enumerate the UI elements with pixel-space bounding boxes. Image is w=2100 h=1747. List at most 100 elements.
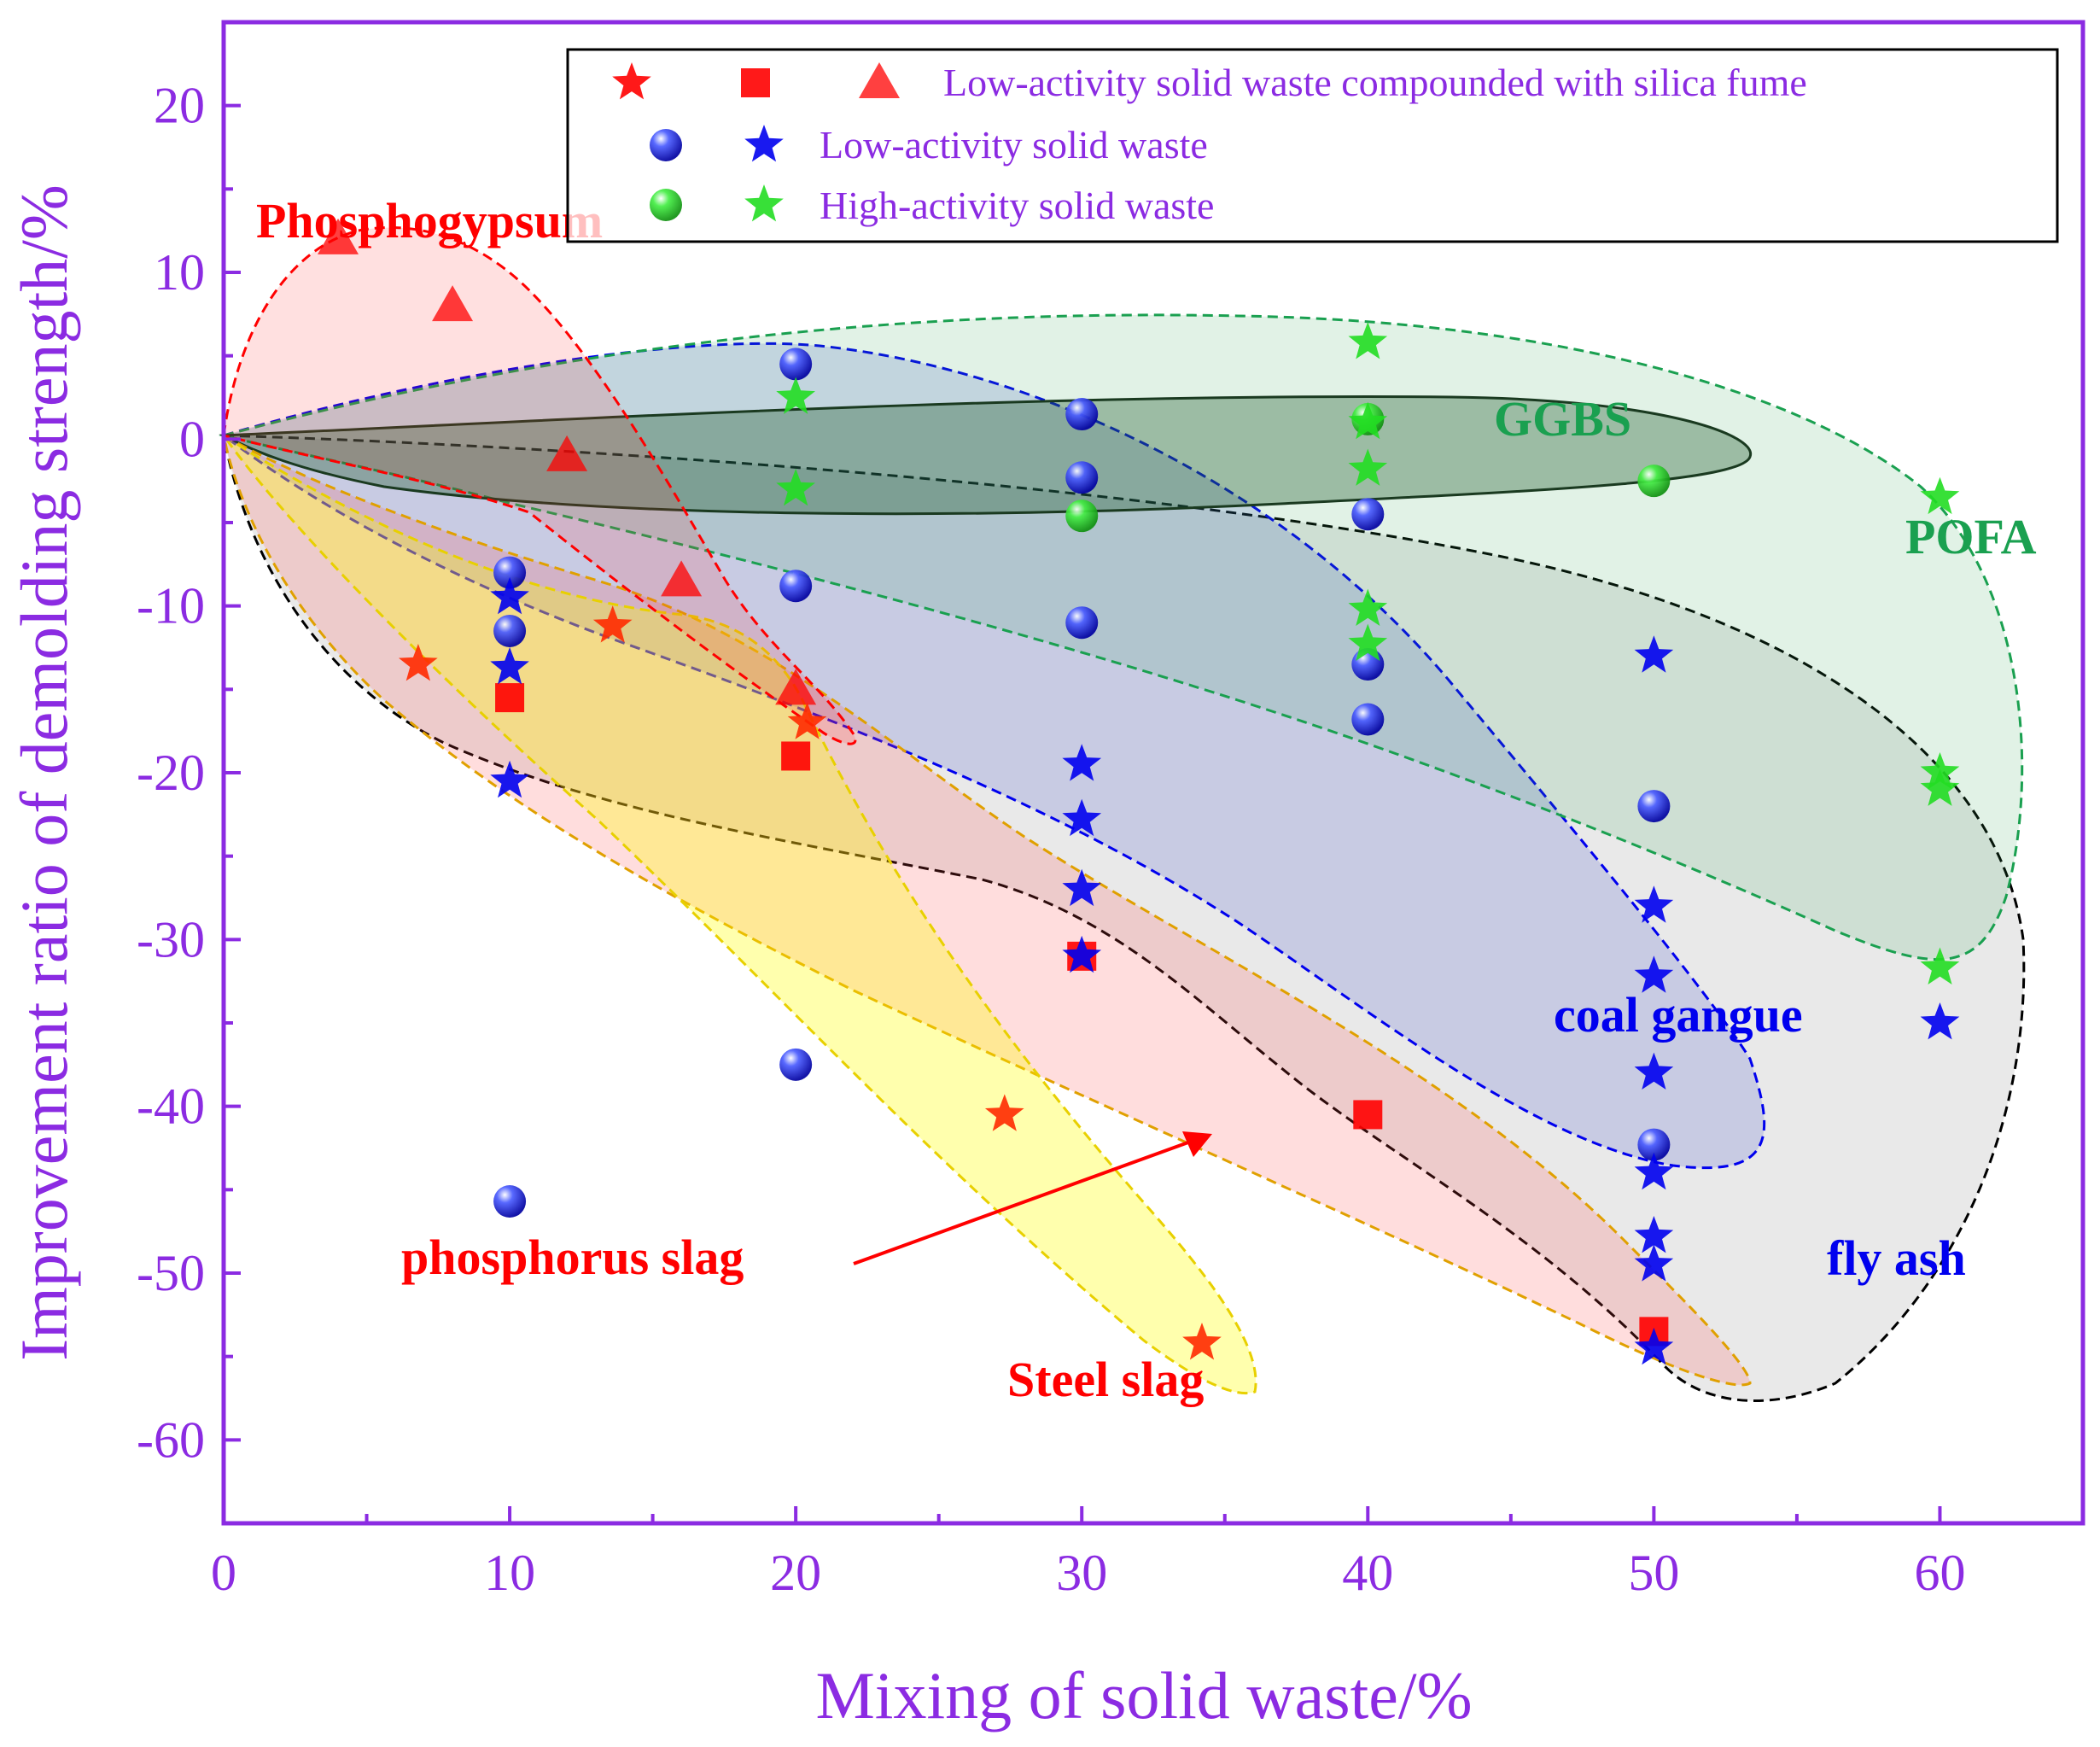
sphere-point	[779, 1048, 813, 1081]
region-steel-slag	[222, 434, 1257, 1394]
y-axis-title: Improvement ratio of demolding strength/…	[7, 184, 81, 1361]
sphere-point	[1351, 648, 1385, 681]
x-tick-label: 0	[211, 1545, 236, 1601]
label-steel-slag: Steel slag	[1007, 1352, 1204, 1407]
x-tick-label: 10	[484, 1545, 535, 1601]
label-pofa: POFA	[1905, 509, 2037, 564]
legend-sphere-marker	[650, 129, 682, 161]
star-point	[1348, 322, 1388, 359]
star-point	[1182, 1323, 1222, 1360]
sphere-point	[493, 556, 527, 589]
triangle-point	[318, 218, 359, 254]
sphere-point	[1065, 606, 1099, 640]
y-tick-label: 20	[154, 78, 205, 134]
sphere-point	[1065, 398, 1099, 431]
star-point	[1634, 1244, 1674, 1282]
legend-label-low-activity: Low-activity solid waste	[820, 123, 1208, 167]
y-tick-label: 0	[179, 411, 205, 467]
sphere-point	[1637, 465, 1671, 498]
region-shapes	[219, 226, 2026, 1402]
star-point	[1348, 448, 1388, 486]
star-point	[1634, 1216, 1674, 1253]
star-point	[490, 646, 529, 685]
triangle-point	[661, 560, 703, 597]
sphere-point	[1065, 500, 1099, 533]
region-fly-ash	[222, 434, 2026, 1402]
sphere-point	[1351, 498, 1385, 531]
x-tick-label: 50	[1628, 1545, 1679, 1601]
x-tick-label: 40	[1342, 1545, 1393, 1601]
x-tick-label: 60	[1914, 1545, 1965, 1601]
legend-star-marker	[612, 62, 651, 100]
legend-markers	[612, 62, 900, 222]
phosphorus-slag-arrow	[853, 1131, 1212, 1265]
star-point	[1634, 955, 1674, 993]
region-coal-gangue	[220, 342, 1766, 1170]
legend: Low-activity solid waste compounded with…	[566, 48, 2059, 243]
sphere-point	[1065, 461, 1099, 494]
star-point	[1634, 1152, 1674, 1190]
square-point	[1353, 1100, 1383, 1130]
y-axis: 20 10 0 -10 -20 -30 -40 -50 -60	[137, 20, 241, 1525]
star-point	[1634, 1052, 1674, 1090]
triangle-point	[775, 669, 817, 705]
star-point	[1920, 768, 1960, 806]
label-phosphorus-slag: phosphorus slag	[401, 1230, 744, 1285]
y-tick-label: -10	[137, 578, 205, 634]
star-point	[1062, 744, 1102, 781]
region-phosphogypsum	[222, 226, 857, 745]
star-point	[984, 1094, 1024, 1131]
y-tick-label: -20	[137, 745, 205, 801]
label-phosphogypsum: Phosphogypsum	[256, 193, 603, 248]
x-tick-label: 30	[1056, 1545, 1107, 1601]
star-point	[1348, 401, 1388, 440]
star-point	[1062, 868, 1102, 907]
star-point	[1920, 1002, 1960, 1040]
sphere-point	[493, 1185, 527, 1218]
x-axis: 0 10 20 30 40 50 60	[211, 1506, 2085, 1601]
legend-star-marker	[744, 125, 784, 162]
legend-label-high-activity: High-activity solid waste	[820, 184, 1214, 227]
label-ggbs: GGBS	[1494, 391, 1631, 447]
star-point	[399, 644, 438, 681]
star-point	[592, 605, 633, 643]
star-point	[1634, 885, 1674, 923]
triangle-point	[432, 285, 474, 322]
sphere-point	[493, 614, 527, 647]
x-axis-title: Mixing of solid waste/%	[815, 1658, 1472, 1732]
square-point	[781, 741, 811, 771]
square-point	[495, 683, 525, 713]
sphere-point	[1637, 1128, 1671, 1161]
label-coal-gangue: coal gangue	[1554, 987, 1803, 1043]
legend-triangle-marker	[859, 62, 900, 98]
sphere-point	[1351, 703, 1385, 736]
star-point	[490, 760, 529, 798]
triangle-point	[546, 435, 588, 471]
sphere-point	[779, 348, 813, 381]
star-point	[1062, 798, 1102, 837]
star-point	[1062, 935, 1102, 973]
label-fly-ash: fly ash	[1827, 1230, 1966, 1286]
star-point	[1348, 588, 1388, 626]
legend-star-marker	[744, 184, 784, 222]
y-tick-label: -40	[137, 1078, 205, 1135]
y-tick-label: -50	[137, 1245, 205, 1301]
y-tick-label: 10	[154, 244, 205, 301]
region-pofa	[219, 313, 2024, 961]
data-points	[318, 218, 1960, 1365]
sphere-point	[1637, 790, 1671, 823]
legend-sphere-marker	[650, 189, 682, 221]
star-point	[776, 377, 815, 414]
x-tick-label: 20	[770, 1545, 821, 1601]
star-point	[1348, 623, 1388, 661]
region-phosphorus-slag	[221, 433, 1752, 1387]
star-point	[1920, 476, 1960, 515]
legend-square-marker	[741, 68, 770, 97]
y-tick-label: -60	[137, 1411, 205, 1468]
star-point	[787, 702, 827, 739]
legend-label-silica-fume: Low-activity solid waste compounded with…	[943, 61, 1807, 104]
star-point	[1634, 635, 1674, 673]
star-point	[1634, 1327, 1674, 1365]
sphere-point	[779, 570, 813, 603]
star-point	[1920, 947, 1960, 985]
